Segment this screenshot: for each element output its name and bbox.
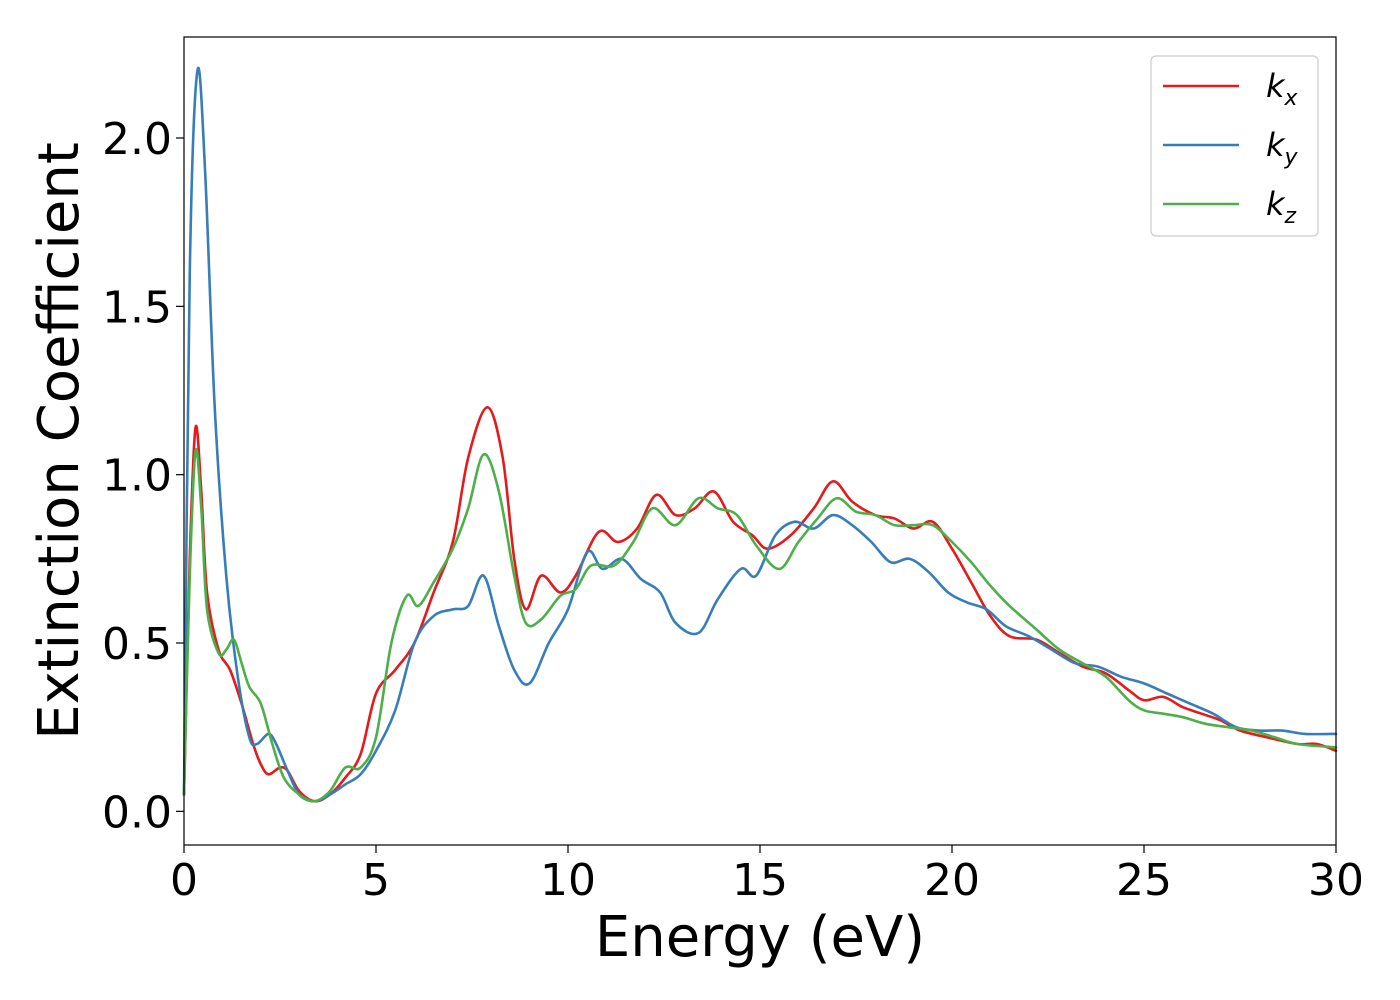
legend-label-k-y: ky	[1266, 126, 1299, 170]
y-axis: 0.0 0.5 1.0 1.5 2.0	[102, 114, 184, 838]
series-lines	[182, 66, 1338, 803]
x-tick-label: 25	[1116, 855, 1172, 906]
legend: kx ky kz	[1150, 55, 1319, 237]
x-tick-label: 15	[732, 855, 788, 906]
y-tick-label: 0.0	[102, 787, 172, 838]
y-tick-label: 2.0	[102, 114, 172, 165]
legend-label-k-z: kz	[1266, 185, 1297, 229]
x-tick-label: 5	[362, 855, 390, 906]
x-tick-label: 10	[540, 855, 596, 906]
x-tick-label: 30	[1308, 855, 1364, 906]
x-tick-label: 20	[924, 855, 980, 906]
x-axis: 0 5 10 15 20 25 30	[170, 845, 1364, 906]
series-line-k-z	[182, 447, 1338, 803]
y-tick-label: 0.5	[102, 619, 172, 670]
legend-label-k-x: kx	[1266, 67, 1299, 111]
y-tick-label: 1.0	[102, 451, 172, 502]
x-axis-title: Energy (eV)	[595, 905, 925, 970]
y-axis-title: Extinction Coefficient	[27, 142, 92, 740]
y-tick-label: 1.5	[102, 282, 172, 333]
x-tick-label: 0	[170, 855, 198, 906]
